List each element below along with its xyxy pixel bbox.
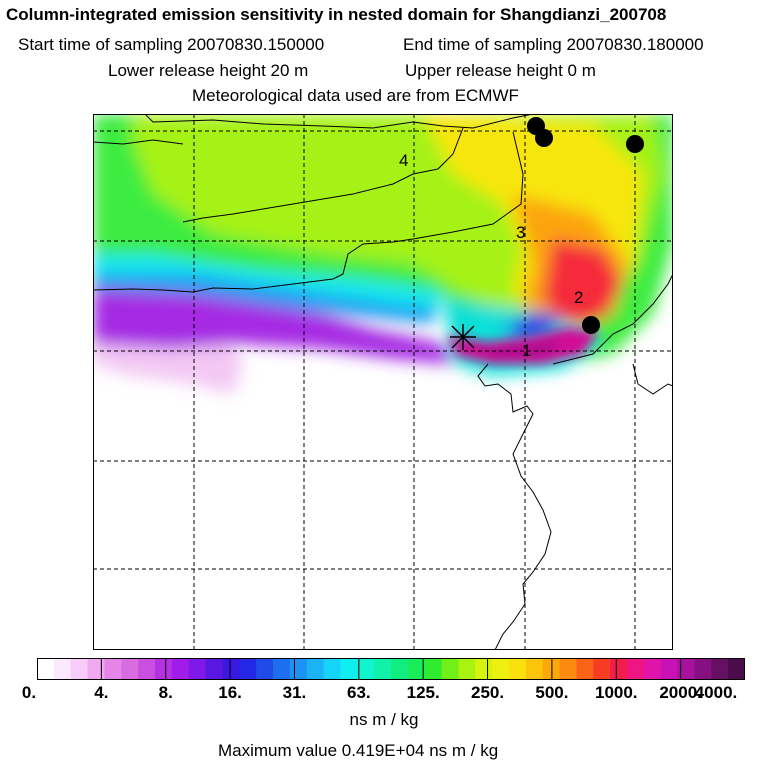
- colorbar-swatch: [306, 658, 325, 680]
- end-time-label: End time of sampling 20070830.180000: [403, 35, 704, 54]
- map-title: Column-integrated emission sensitivity i…: [6, 5, 667, 24]
- black-dot-icon: [527, 117, 644, 334]
- colorbar-swatch: [627, 658, 645, 680]
- colorbar-tick-label: 63.: [346, 683, 371, 702]
- colorbar-swatch: [357, 658, 375, 680]
- colorbar-swatch: [458, 658, 476, 680]
- colorbar-swatch: [492, 658, 510, 680]
- colorbar-swatch: [121, 658, 139, 680]
- emission-sensitivity-map: 1 2 3 4: [93, 114, 673, 650]
- coastline: [93, 114, 673, 650]
- colorbar-swatch: [70, 658, 89, 680]
- colorbar-tick-label: 16.: [218, 683, 242, 702]
- colorbar-swatch: [441, 658, 459, 680]
- colorbar-tick-label: 250.: [470, 683, 505, 702]
- colorbar-swatch: [323, 658, 341, 680]
- colorbar-swatch: [509, 658, 527, 680]
- colorbar-swatch: [391, 658, 409, 680]
- colorbar-swatch: [711, 658, 729, 680]
- colorbar-tick-label: 125.: [406, 683, 440, 702]
- start-time-label: Start time of sampling 20070830.150000: [18, 35, 325, 54]
- colorbar-swatch: [155, 658, 173, 680]
- colorbar-swatch: [576, 658, 594, 680]
- lat-lon-grid: [93, 114, 673, 650]
- met-data-label: Meteorological data used are from ECMWF: [192, 86, 519, 105]
- day-label-2: 2: [574, 288, 583, 307]
- colorbar-tick-label: 2000.: [659, 683, 702, 702]
- colorbar-swatch: [728, 658, 745, 680]
- colorbar-swatch: [424, 658, 443, 680]
- colorbar-tick-label: 1000.: [594, 683, 638, 702]
- colorbar-tick-label: 4.: [94, 683, 109, 702]
- colorbar-tick-label: 500.: [535, 683, 569, 702]
- colorbar-tick-label: 4000.: [694, 683, 738, 702]
- day-label-3: 3: [516, 223, 525, 242]
- day-label-4: 4: [399, 151, 408, 170]
- colorbar-swatch: [256, 658, 274, 680]
- maximum-value-label: Maximum value 0.419E+04 ns m / kg: [218, 741, 499, 760]
- colorbar-swatch: [374, 658, 392, 680]
- colorbar-tick-label: 8.: [158, 683, 173, 702]
- colorbar-swatch: [104, 658, 122, 680]
- colorbar-swatch: [542, 658, 561, 680]
- colorbar-swatch: [694, 658, 712, 680]
- colorbar-frame: [37, 658, 745, 680]
- day-label-1: 1: [522, 341, 531, 360]
- colorbar-swatch: [525, 658, 544, 680]
- colorbar-swatch: [559, 658, 577, 680]
- colorbar-swatch: [37, 658, 55, 680]
- colorbar-swatch: [677, 658, 695, 680]
- colorbar-swatch: [273, 658, 291, 680]
- colorbar-swatch: [188, 658, 207, 680]
- colorbar-swatch: [222, 658, 240, 680]
- colorbar-swatch: [289, 658, 308, 680]
- colorbar-swatch: [171, 658, 190, 680]
- colorbar-swatch: [87, 658, 105, 680]
- colorbar-swatch: [593, 658, 611, 680]
- colorbar-tick-label: 0.: [21, 683, 37, 702]
- colorbar-swatch: [475, 658, 493, 680]
- colorbar-swatch: [239, 658, 257, 680]
- colorbar-swatch: [205, 658, 223, 680]
- colorbar-swatch: [138, 658, 156, 680]
- sensitivity-field: [93, 114, 673, 394]
- colorbar-tick-label: 31.: [282, 683, 307, 702]
- units-label: ns m / kg: [349, 710, 419, 729]
- colorbar-swatch: [660, 658, 679, 680]
- x-star-icon: [450, 324, 476, 350]
- colorbar: [37, 658, 745, 680]
- lower-release-label: Lower release height 20 m: [108, 61, 309, 80]
- colorbar-swatch: [643, 658, 662, 680]
- upper-release-label: Upper release height 0 m: [405, 61, 596, 80]
- colorbar-swatch: [53, 658, 72, 680]
- colorbar-swatch: [407, 658, 426, 680]
- colorbar-swatch: [610, 658, 628, 680]
- colorbar-swatch: [340, 658, 358, 680]
